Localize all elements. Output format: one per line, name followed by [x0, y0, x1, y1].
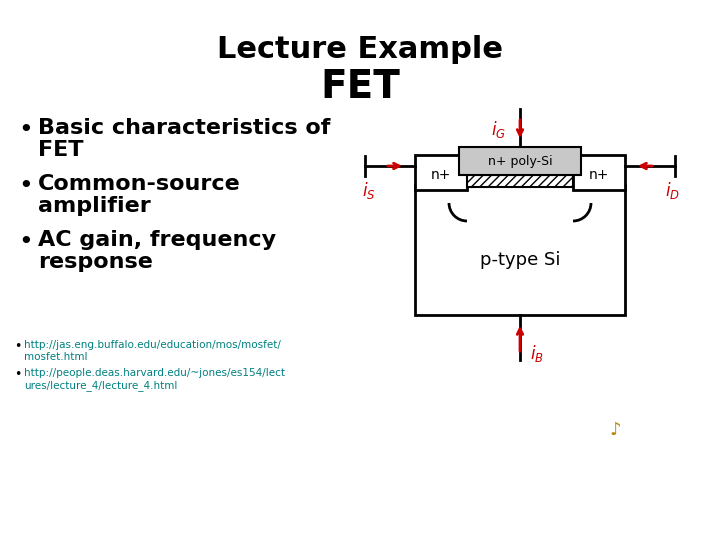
- Text: n+: n+: [589, 168, 609, 182]
- Bar: [459, 147, 581, 175]
- Text: AC gain, frequency: AC gain, frequency: [38, 230, 276, 250]
- Text: Basic characteristics of: Basic characteristics of: [38, 118, 330, 138]
- Text: •: •: [18, 174, 32, 198]
- Bar: [415, 185, 625, 315]
- Text: n+ poly-Si: n+ poly-Si: [487, 154, 552, 167]
- Text: n+: n+: [431, 168, 451, 182]
- Text: ♪: ♪: [609, 421, 621, 439]
- Text: Common-source: Common-source: [38, 174, 240, 194]
- Text: FET: FET: [38, 140, 84, 160]
- Text: •: •: [14, 368, 22, 381]
- Text: $i_D$: $i_D$: [665, 180, 680, 201]
- Text: $i_S$: $i_S$: [362, 180, 376, 201]
- Text: p-type Si: p-type Si: [480, 252, 560, 269]
- Bar: [467, 175, 573, 187]
- Text: http://people.deas.harvard.edu/~jones/es154/lect
ures/lecture_4/lecture_4.html: http://people.deas.harvard.edu/~jones/es…: [24, 368, 285, 390]
- Text: amplifier: amplifier: [38, 196, 150, 216]
- Text: •: •: [14, 340, 22, 353]
- Bar: [415, 155, 467, 190]
- Text: FET: FET: [320, 68, 400, 106]
- Text: •: •: [18, 230, 32, 254]
- Text: •: •: [18, 118, 32, 142]
- Text: http://jas.eng.buffalo.edu/education/mos/mosfet/
mosfet.html: http://jas.eng.buffalo.edu/education/mos…: [24, 340, 281, 362]
- Text: $i_G$: $i_G$: [491, 119, 506, 140]
- Text: Lecture Example: Lecture Example: [217, 35, 503, 64]
- Bar: [573, 155, 625, 190]
- Text: response: response: [38, 252, 153, 272]
- Text: $i_B$: $i_B$: [530, 343, 544, 364]
